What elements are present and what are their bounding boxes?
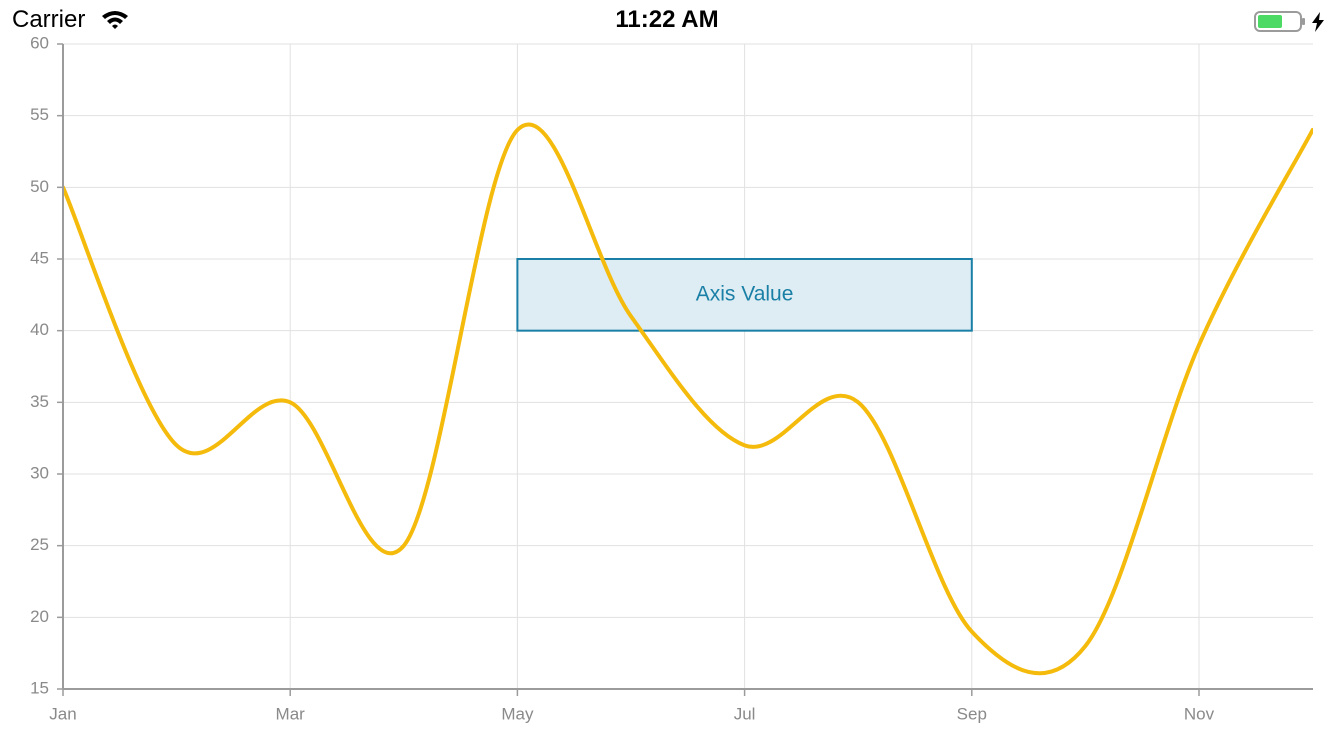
y-tick-label: 40 — [30, 320, 49, 339]
axes: 15 20 25 30 35 40 45 50 55 60 Jan Mar May Jul Sep Nov — [30, 33, 1313, 723]
series-line — [63, 122, 1313, 676]
x-tick-label: Mar — [276, 704, 306, 723]
x-tick-label: May — [501, 704, 534, 723]
y-tick-label: 55 — [30, 105, 49, 124]
battery-charging-icon — [1254, 10, 1328, 39]
annotation-box — [516, 258, 973, 332]
x-tick-label: Nov — [1184, 704, 1215, 723]
y-tick-label: 35 — [30, 392, 49, 411]
grid-lines — [63, 43, 1313, 689]
status-time: 11:22 AM — [615, 6, 719, 33]
y-tick-label: 20 — [30, 607, 49, 626]
y-tick-label: 15 — [30, 678, 49, 697]
wifi-icon — [100, 8, 130, 37]
x-tick-label: Jan — [49, 704, 76, 723]
status-bar: Carrier 11:22 AM — [0, 0, 1334, 40]
y-tick-label: 45 — [30, 248, 49, 267]
x-tick-label: Sep — [957, 704, 987, 723]
carrier-label: Carrier — [12, 6, 86, 33]
y-tick-label: 25 — [30, 535, 49, 554]
y-tick-label: 60 — [30, 33, 49, 52]
y-tick-label: 50 — [30, 177, 49, 196]
x-tick-label: Jul — [734, 704, 756, 723]
annotation-label: Axis Value — [696, 282, 794, 305]
axis-value-annotation: Axis Value — [516, 258, 973, 332]
series-layer — [63, 122, 1313, 676]
y-tick-label: 30 — [30, 463, 49, 482]
